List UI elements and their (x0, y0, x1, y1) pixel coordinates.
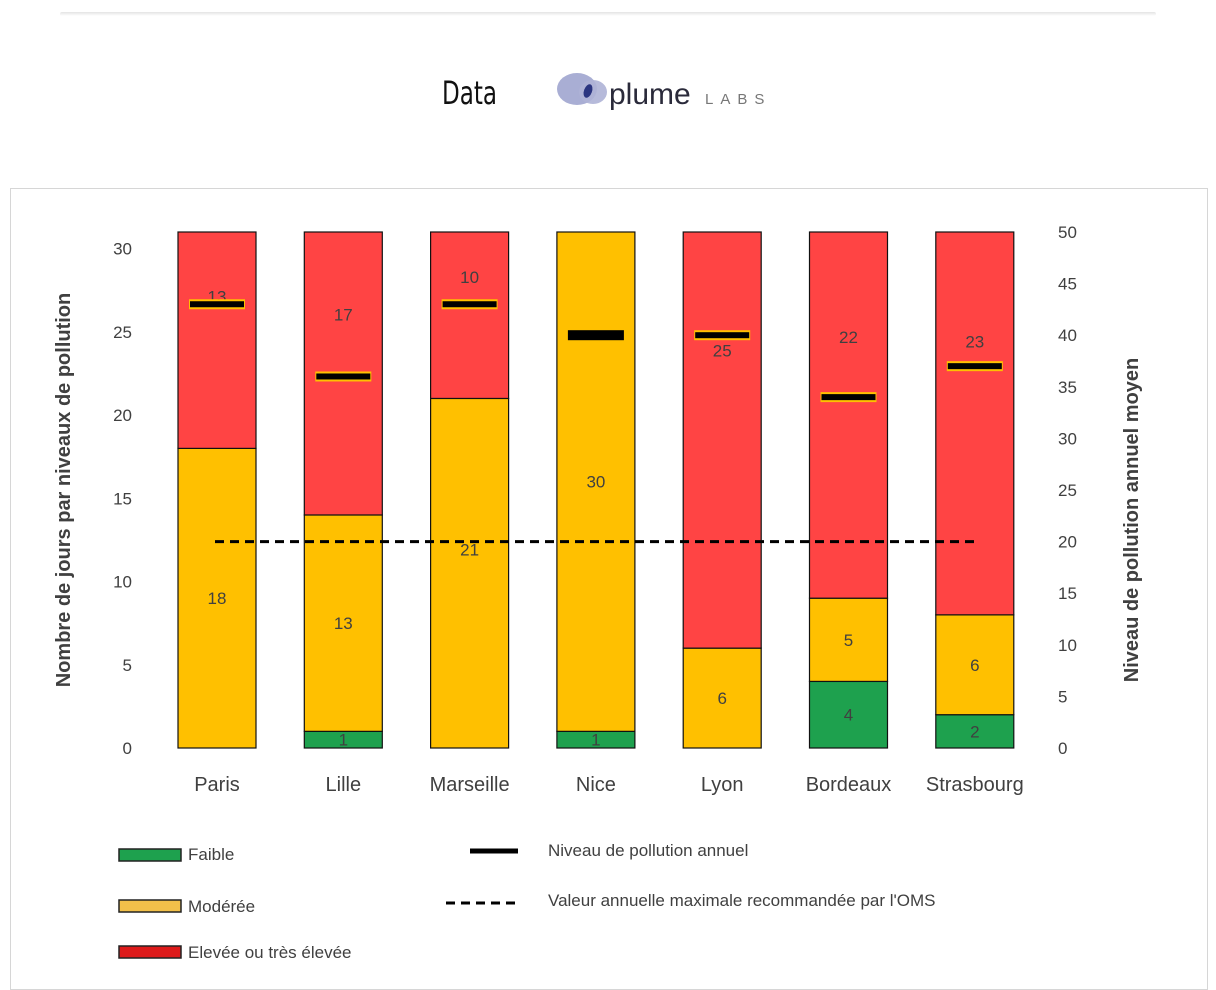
annual-level-marker-paris (190, 301, 244, 308)
annual-level-marker-nice (568, 332, 623, 339)
x-tick-label: Paris (194, 774, 240, 796)
x-tick-label: Marseille (430, 774, 510, 796)
bar-lyon-1 (682, 647, 762, 749)
plume-labs-logo: plume LABS (557, 73, 771, 111)
y2-tick-label: 40 (1058, 326, 1077, 345)
legend-label-annual: Niveau de pollution annuel (548, 841, 748, 860)
x-tick-label: Lille (326, 774, 362, 796)
header: Data plume LABS (0, 70, 1216, 120)
x-tick-label: Bordeaux (806, 774, 892, 796)
y-tick-label: 20 (113, 406, 132, 425)
annual-level-marker-bordeaux (821, 394, 876, 401)
bar-lille-1 (303, 514, 383, 732)
annual-level-marker-marseille (442, 301, 497, 308)
legend-swatch-moderee (118, 899, 182, 913)
y2-tick-label: 25 (1058, 481, 1077, 500)
data-label: 13 (334, 614, 353, 633)
data-label: 18 (208, 589, 227, 608)
bar-bordeaux-2 (808, 231, 889, 599)
data-label: 2 (970, 722, 979, 741)
legend-label-faible: Faible (188, 845, 234, 864)
y2-tick-label: 35 (1058, 378, 1077, 397)
y2-tick-label: 5 (1058, 687, 1067, 706)
bar-lyon-2 (682, 231, 762, 649)
legend-label-moderee: Modérée (188, 897, 255, 916)
logo-text: plume (609, 78, 691, 111)
data-label: 6 (970, 656, 979, 675)
data-label: 4 (844, 706, 853, 725)
annual-level-marker-lille (316, 373, 371, 380)
data-label: 10 (460, 268, 479, 287)
bar-strasbourg-2 (935, 231, 1015, 616)
y-axis-label: Nombre de jours par niveaux de pollution (53, 293, 75, 688)
y-tick-label: 0 (123, 739, 132, 758)
y2-axis-label: Niveau de pollution annuel moyen (1121, 358, 1143, 682)
y2-tick-label: 30 (1058, 429, 1077, 448)
data-label: 21 (460, 541, 479, 560)
legend-label-who: Valeur annuelle maximale recommandée par… (548, 891, 936, 910)
legend-swatch-elevee (118, 945, 182, 959)
y-tick-label: 5 (123, 656, 132, 675)
data-label: 6 (717, 689, 726, 708)
annual-level-marker-lyon (695, 332, 750, 339)
y-tick-label: 15 (113, 489, 132, 508)
data-label: 23 (965, 332, 984, 351)
y2-tick-label: 45 (1058, 275, 1077, 294)
header-title: Data (442, 74, 497, 112)
y2-tick-label: 10 (1058, 636, 1077, 655)
bar-strasbourg-0 (935, 714, 1015, 749)
bar-nice-1 (556, 231, 636, 732)
bar-paris-2 (177, 231, 257, 449)
y2-tick-label: 15 (1058, 584, 1077, 603)
y2-tick-label: 0 (1058, 739, 1067, 758)
data-label: 5 (844, 631, 853, 650)
data-label: 17 (334, 305, 353, 324)
data-label: 22 (839, 328, 858, 347)
data-label: 30 (586, 473, 605, 492)
y2-tick-label: 20 (1058, 533, 1077, 552)
data-label: 25 (713, 341, 732, 360)
y-tick-label: 10 (113, 573, 132, 592)
logo-suffix: LABS (705, 91, 771, 108)
bar-paris-1 (177, 447, 257, 749)
y-tick-label: 30 (113, 240, 132, 259)
x-tick-label: Lyon (701, 774, 744, 796)
bar-marseille-2 (430, 231, 510, 400)
bar-bordeaux-1 (808, 597, 889, 683)
x-tick-label: Nice (576, 774, 616, 796)
data-label: 1 (339, 731, 348, 750)
top-divider (60, 12, 1156, 16)
legend: Faible Modérée Elevée ou très élevée Niv… (118, 841, 936, 962)
annual-level-marker-strasbourg (947, 363, 1002, 370)
y2-tick-label: 50 (1058, 223, 1077, 242)
bar-marseille-1 (430, 397, 510, 749)
legend-label-elevee: Elevée ou très élevée (188, 943, 352, 962)
y-tick-label: 25 (113, 323, 132, 342)
legend-swatch-faible (118, 848, 182, 862)
data-label: 1 (591, 731, 600, 750)
x-tick-label: Strasbourg (926, 774, 1024, 796)
bar-strasbourg-1 (935, 614, 1015, 716)
